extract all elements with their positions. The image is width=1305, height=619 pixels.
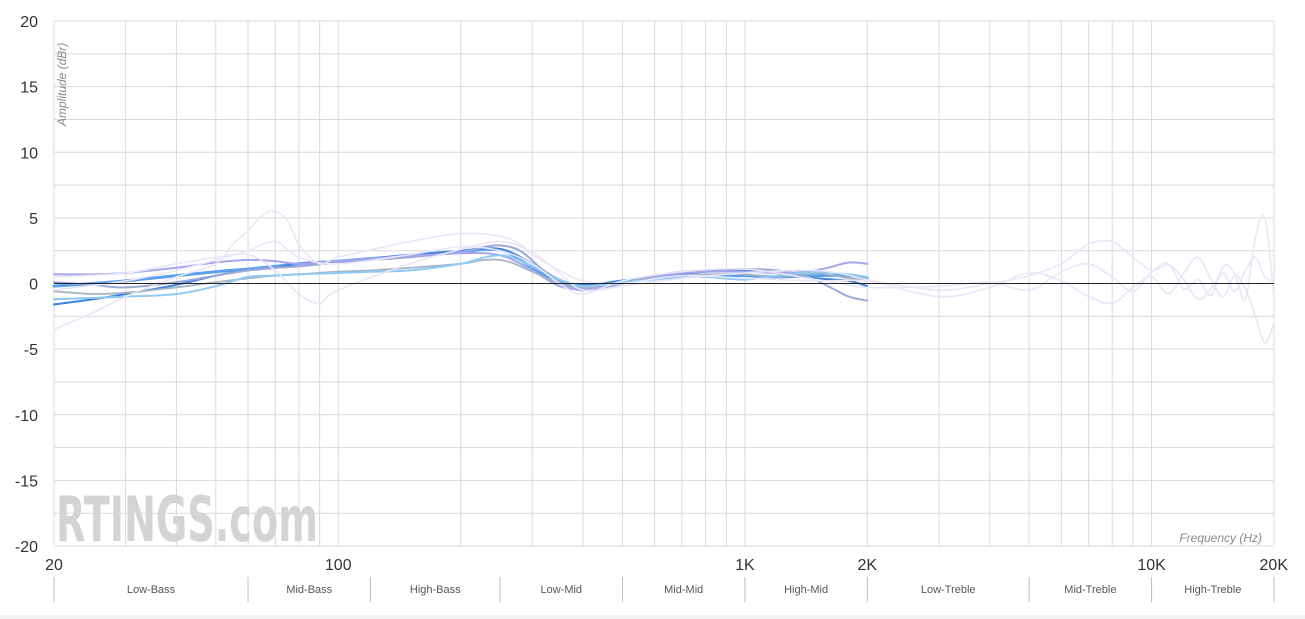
band-label: Low-Treble xyxy=(921,584,976,596)
y-tick-label: -10 xyxy=(15,408,38,425)
y-tick-label: 10 xyxy=(20,145,38,162)
band-label: Low-Mid xyxy=(540,584,582,596)
y-tick-label: -15 xyxy=(15,473,38,490)
series-line xyxy=(53,258,869,295)
y-tick-label: -5 xyxy=(24,342,38,359)
band-label: Mid-Bass xyxy=(286,584,332,596)
frequency-bands: Low-Bass Mid-Bass High-Bass Low-Mid Mid-Mid H… xyxy=(127,584,1241,596)
x-tick-label: 20 xyxy=(45,557,63,574)
band-label: Mid-Treble xyxy=(1064,584,1116,596)
series-line xyxy=(53,214,1275,301)
x-tick-label: 1K xyxy=(735,557,755,574)
y-tick-label: -20 xyxy=(15,539,38,556)
band-label: High-Treble xyxy=(1184,584,1241,596)
x-tick-label: 10K xyxy=(1137,557,1166,574)
series-line xyxy=(53,251,869,290)
rtings-watermark: RTINGS.com xyxy=(56,483,318,556)
y-tick-label: 20 xyxy=(20,14,38,31)
y-axis-ticks: 20 15 10 5 0 -5 -10 -15 -20 xyxy=(15,14,38,556)
y-tick-label: 15 xyxy=(20,80,38,97)
x-tick-label: 20K xyxy=(1260,557,1289,574)
y-axis-label: Amplitude (dBr) xyxy=(55,43,69,127)
series-line xyxy=(53,240,1275,344)
band-label: High-Bass xyxy=(410,584,461,596)
series-line xyxy=(53,210,1275,331)
series-lines xyxy=(52,210,1275,344)
footer-strip xyxy=(0,615,1305,619)
x-tick-label: 2K xyxy=(858,557,878,574)
x-axis-label: Frequency (Hz) xyxy=(1179,531,1262,545)
band-label: Low-Bass xyxy=(127,584,176,596)
series-line xyxy=(53,254,869,301)
minor-grid xyxy=(53,20,1275,547)
x-tick-label: 100 xyxy=(325,557,352,574)
y-tick-label: 0 xyxy=(29,277,38,294)
band-label: Mid-Mid xyxy=(664,584,703,596)
x-axis-ticks: 20 100 1K 2K 10K 20K xyxy=(45,557,1288,574)
band-dividers xyxy=(53,577,1275,602)
y-tick-label: 5 xyxy=(29,211,38,228)
band-label: High-Mid xyxy=(784,584,828,596)
series-line xyxy=(53,244,869,302)
